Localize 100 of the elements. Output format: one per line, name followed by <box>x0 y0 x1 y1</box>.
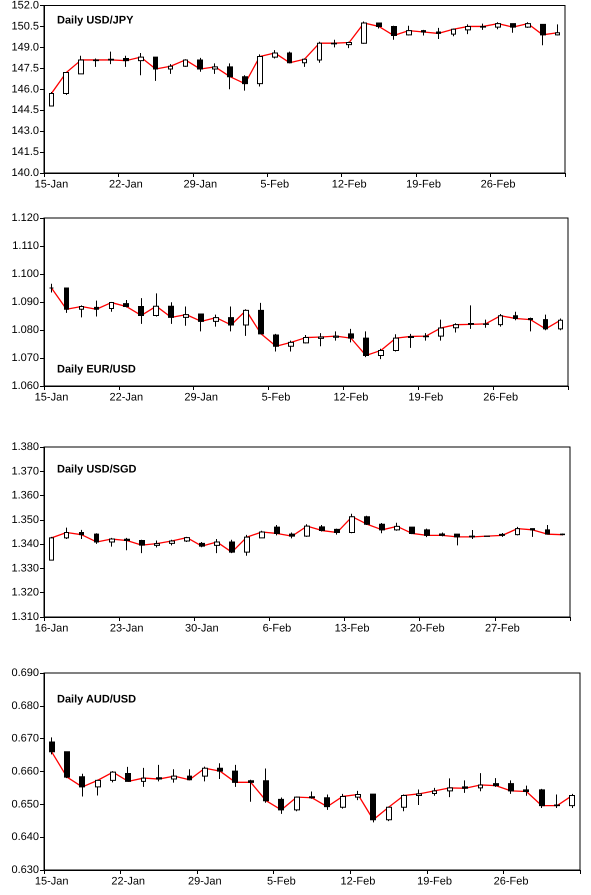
candlestick <box>364 515 370 526</box>
y-tick-label: 1.370 <box>11 465 39 478</box>
candlestick <box>348 328 354 343</box>
candlestick <box>318 332 324 347</box>
candlestick <box>394 522 400 532</box>
candlestick <box>64 527 69 540</box>
candlestick <box>319 524 325 532</box>
candlestick <box>432 787 437 796</box>
candlestick <box>539 788 545 808</box>
candlestick <box>63 72 69 96</box>
y-tick-label: 1.100 <box>11 268 39 280</box>
x-tick-label: 15-Jan <box>34 876 68 888</box>
candlestick <box>138 298 144 324</box>
candlestick <box>554 794 560 808</box>
y-tick-label: 152.0 <box>11 0 39 12</box>
y-tick-label: 147.5 <box>11 62 39 74</box>
x-tick-label: 5-Feb <box>260 178 290 190</box>
candlestick <box>108 51 114 65</box>
x-tick-label: 22-Jan <box>111 876 146 888</box>
candlestick <box>49 736 55 755</box>
candlestick <box>465 24 471 35</box>
x-tick-label: 30-Jan <box>184 622 219 634</box>
x-tick-label: 26-Feb <box>483 392 518 404</box>
candlestick <box>560 532 565 536</box>
x-tick-label: 23-Jan <box>110 622 144 634</box>
candlestick <box>183 58 188 68</box>
text: Daily AUD/USD <box>57 694 136 706</box>
candlestick <box>248 779 254 802</box>
y-tick-label: 1.350 <box>11 514 39 526</box>
candlestick <box>324 794 330 810</box>
text: Daily USD/JPY <box>57 14 134 26</box>
candlestick <box>49 92 54 106</box>
y-tick-label: 0.660 <box>11 766 39 778</box>
y-tick-label: 1.360 <box>11 490 39 502</box>
x-tick-label: 20-Feb <box>410 622 445 634</box>
x-tick-label: 12-Feb <box>340 876 376 888</box>
candlestick <box>64 288 69 314</box>
x-tick-label: 13-Feb <box>334 622 370 634</box>
x-tick-label: 12-Feb <box>332 178 367 190</box>
x-tick-label: 19-Feb <box>406 178 442 190</box>
candlestick <box>232 764 238 788</box>
x-tick-label: 6-Feb <box>262 622 292 634</box>
candlestick <box>294 796 300 812</box>
text: Daily EUR/USD <box>57 364 136 376</box>
candlestick <box>109 302 114 312</box>
candlestick <box>454 533 460 546</box>
y-tick-label: 1.340 <box>11 538 39 550</box>
candlestick <box>93 58 99 68</box>
candlestick <box>242 74 248 92</box>
x-tick-label: 26-Feb <box>480 178 516 190</box>
line-series <box>50 516 564 553</box>
x-tick-label: 22-Jan <box>109 178 143 190</box>
candlestick <box>288 340 294 352</box>
candlestick <box>525 22 531 28</box>
candlestick <box>424 528 430 538</box>
candlestick <box>499 532 505 538</box>
y-tick-label: 0.690 <box>11 667 39 679</box>
candlestick <box>453 322 459 334</box>
candlestick <box>79 529 84 540</box>
candlestick <box>202 766 208 782</box>
candlestick <box>94 300 99 318</box>
x-tick-label: 12-Feb <box>333 392 368 404</box>
candlestick <box>257 54 263 87</box>
candlestick <box>244 534 250 556</box>
x-tick-label: 29-Jan <box>183 178 218 190</box>
y-tick-label: 146.0 <box>11 83 39 96</box>
y-tick-label: 141.5 <box>11 146 39 158</box>
candlestick <box>478 772 483 792</box>
candlestick <box>379 522 385 534</box>
x-tick-label: 19-Feb <box>408 392 444 404</box>
candlestick <box>227 62 233 90</box>
candlestick <box>123 55 129 68</box>
candlestick <box>217 762 223 780</box>
candlestick <box>79 773 85 797</box>
candlestick <box>416 789 422 806</box>
candlestick <box>213 314 219 328</box>
candlestick <box>469 530 475 540</box>
candlestick <box>187 768 192 781</box>
candlestick <box>510 23 516 34</box>
candlestick <box>498 314 503 328</box>
candlestick <box>340 793 346 810</box>
candlestick <box>317 41 322 64</box>
x-tick-label: 15-Jan <box>34 392 68 404</box>
candlestick <box>138 52 144 76</box>
x-tick-label: 22-Jan <box>110 392 144 404</box>
candlestick <box>272 50 278 60</box>
candlestick <box>393 334 399 352</box>
y-tick-label: 1.070 <box>11 352 39 364</box>
candlestick <box>355 790 361 801</box>
candlestick <box>447 778 453 798</box>
candlestick <box>304 524 310 538</box>
y-tick-label: 0.680 <box>11 700 39 712</box>
candlestick <box>49 283 54 293</box>
candlestick <box>406 25 412 36</box>
candlestick <box>376 22 382 30</box>
x-tick-label: 15-Jan <box>34 178 68 190</box>
candlestick <box>303 334 309 344</box>
candlestick <box>558 318 563 331</box>
y-tick-label: 0.650 <box>11 798 39 810</box>
candlestick <box>378 348 384 360</box>
